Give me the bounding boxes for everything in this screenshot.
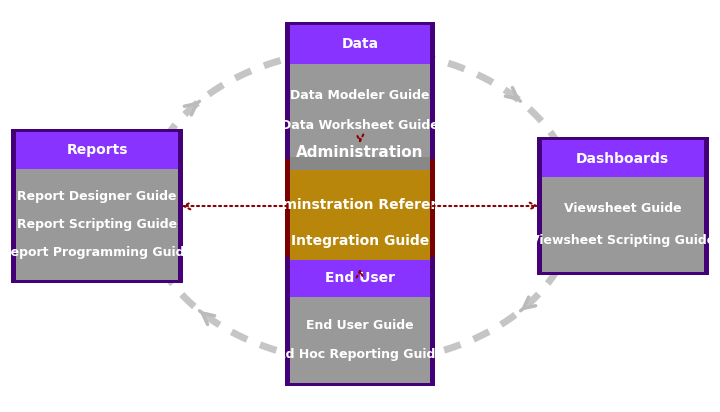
FancyBboxPatch shape [285,133,435,279]
FancyBboxPatch shape [285,22,435,159]
FancyBboxPatch shape [289,64,430,157]
Text: Report Designer Guide: Report Designer Guide [17,190,177,203]
FancyBboxPatch shape [541,140,703,177]
FancyBboxPatch shape [289,260,430,297]
Text: Dashboards: Dashboards [576,152,670,166]
FancyBboxPatch shape [289,297,430,383]
FancyBboxPatch shape [537,137,708,275]
FancyBboxPatch shape [289,25,430,64]
Text: End User Guide: End User Guide [306,319,414,332]
FancyBboxPatch shape [289,136,430,170]
FancyBboxPatch shape [12,129,183,283]
FancyBboxPatch shape [289,170,430,276]
FancyBboxPatch shape [17,132,179,169]
Text: Data Modeler Guide: Data Modeler Guide [290,89,430,101]
Text: Viewsheet Scripting Guide: Viewsheet Scripting Guide [530,234,716,247]
Text: Adminstration Reference: Adminstration Reference [262,198,458,212]
FancyBboxPatch shape [17,169,179,280]
Text: Administration: Administration [296,145,424,160]
Text: Viewsheet Guide: Viewsheet Guide [564,202,682,215]
Text: Report Programming Guide: Report Programming Guide [1,246,193,259]
Text: Integration Guide: Integration Guide [291,234,429,248]
FancyBboxPatch shape [285,257,435,386]
Text: End User: End User [325,271,395,285]
Text: Data: Data [341,37,379,52]
Text: Report Scripting Guide: Report Scripting Guide [17,218,177,231]
FancyBboxPatch shape [541,177,703,272]
Text: Data Worksheet Guide: Data Worksheet Guide [281,119,439,132]
Text: Ad Hoc Reporting Guide: Ad Hoc Reporting Guide [276,348,444,361]
Text: Reports: Reports [66,143,128,157]
